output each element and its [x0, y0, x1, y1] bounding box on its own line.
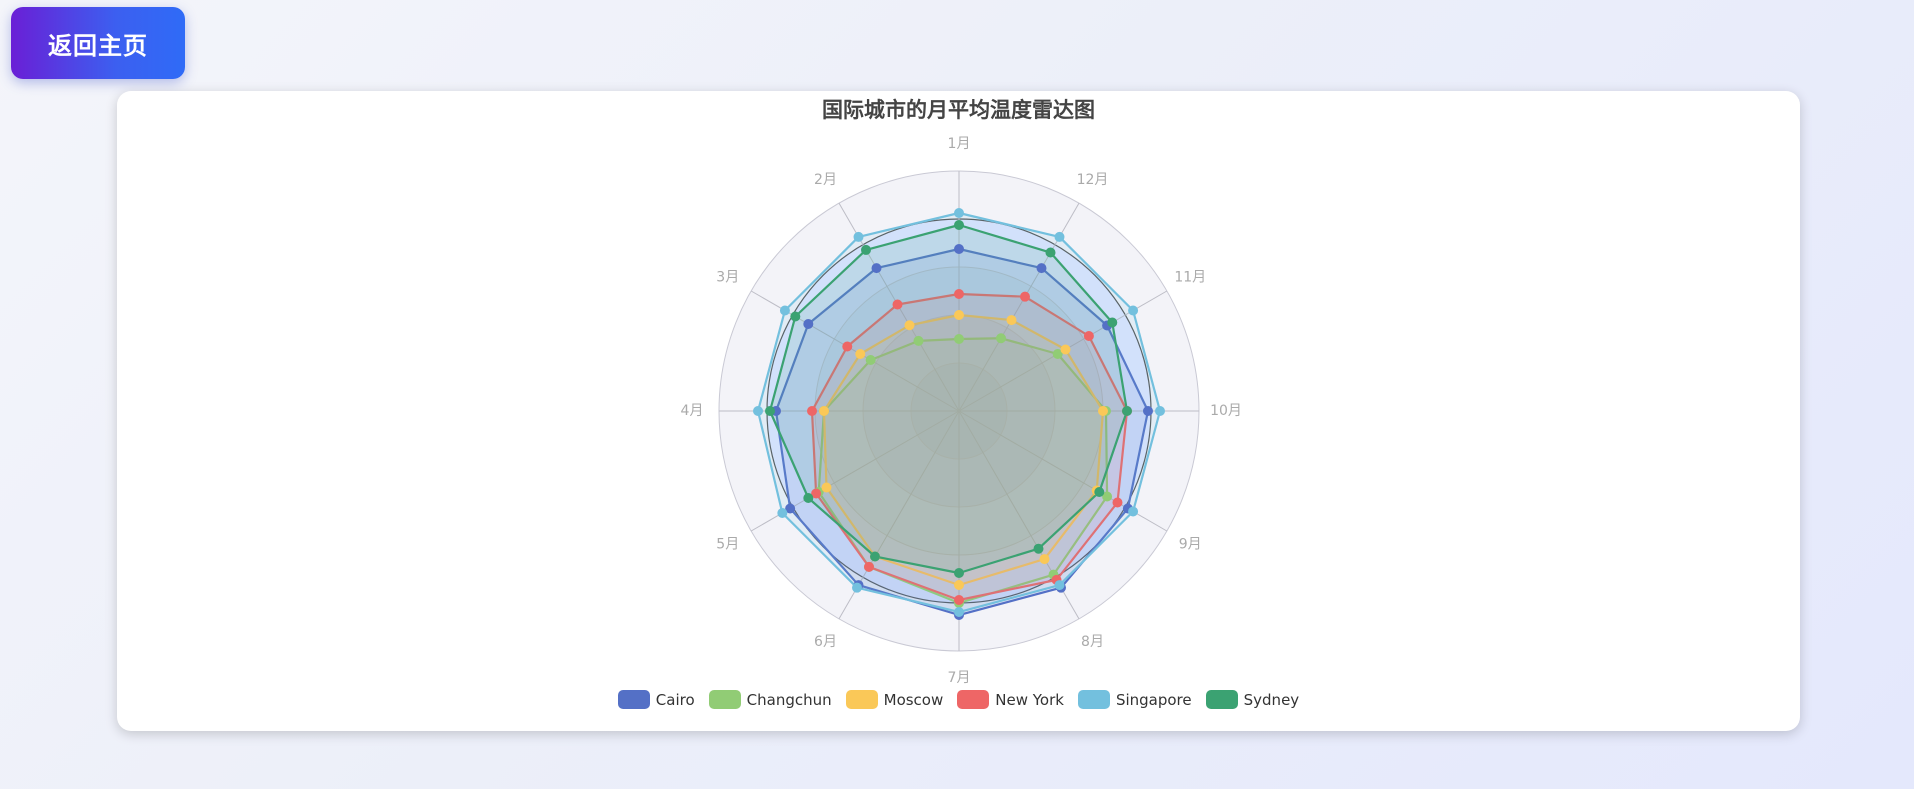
data-point-new-york	[1112, 497, 1123, 508]
chart-title: 国际城市的月平均温度雷达图	[822, 98, 1095, 122]
data-point-new-york	[954, 289, 964, 299]
legend-item-changchun[interactable]: Changchun	[708, 690, 832, 709]
legend-swatch	[617, 690, 650, 709]
data-point-sydney	[954, 220, 964, 230]
data-point-new-york	[1083, 331, 1094, 341]
data-point-new-york	[954, 595, 964, 605]
axis-label-0: 1月	[948, 136, 971, 152]
data-point-sydney	[870, 551, 880, 562]
data-point-new-york	[892, 299, 903, 310]
data-point-changchun	[913, 335, 924, 346]
legend-label: Singapore	[1115, 690, 1192, 709]
axis-label-10: 3月	[716, 270, 739, 286]
data-point-new-york	[1020, 291, 1030, 302]
data-point-cairo	[803, 319, 814, 329]
data-point-singapore	[853, 231, 864, 242]
data-point-sydney	[1033, 543, 1044, 554]
data-point-sydney	[1045, 247, 1056, 258]
data-point-sydney	[861, 244, 871, 255]
data-point-singapore	[1054, 231, 1065, 242]
data-point-singapore	[954, 208, 964, 218]
data-point-singapore	[753, 406, 763, 416]
legend-swatch	[957, 690, 990, 709]
legend-label: Moscow	[883, 690, 944, 709]
data-point-new-york	[842, 341, 853, 352]
axis-label-8: 5月	[716, 537, 739, 553]
legend-item-singapore[interactable]: Singapore	[1077, 690, 1192, 709]
data-point-moscow	[821, 482, 832, 493]
legend-item-new-york[interactable]: New York	[957, 690, 1064, 709]
data-point-sydney	[1107, 317, 1118, 328]
data-point-singapore	[1155, 406, 1165, 416]
legend-label: Changchun	[746, 690, 832, 709]
data-point-cairo	[1143, 406, 1153, 416]
data-point-changchun	[1102, 491, 1113, 502]
axis-label-3: 10月	[1210, 403, 1242, 419]
data-point-cairo	[785, 503, 796, 514]
chart-card: 国际城市的月平均温度雷达图 1月 12月 11月 10月 9月 8月 7月 6月 5月 4月 3月 2…	[117, 91, 1800, 731]
data-point-moscow	[1098, 406, 1108, 416]
data-point-singapore	[777, 508, 788, 518]
data-point-singapore	[779, 305, 790, 316]
axis-label-9: 4月	[681, 403, 704, 419]
legend-label: New York	[995, 690, 1064, 709]
legend: Cairo Changchun Moscow New York Singapore Syd…	[117, 690, 1800, 709]
data-point-moscow	[904, 320, 915, 331]
data-point-singapore	[852, 582, 862, 593]
data-point-sydney	[954, 568, 964, 578]
axis-label-11: 2月	[814, 172, 837, 188]
data-point-singapore	[1054, 580, 1065, 591]
data-point-sydney	[765, 406, 775, 416]
data-point-new-york	[864, 561, 874, 572]
data-point-changchun	[1052, 349, 1063, 359]
axis-label-6: 7月	[948, 670, 971, 686]
data-point-sydney	[803, 493, 814, 503]
data-point-cairo	[1036, 263, 1047, 274]
data-point-moscow	[954, 580, 964, 590]
legend-label: Sydney	[1243, 690, 1300, 709]
axis-label-2: 11月	[1174, 270, 1206, 286]
radar-chart: 1月 12月 11月 10月 9月 8月 7月 6月 5月 4月 3月 2月	[681, 136, 1242, 686]
data-point-new-york	[807, 406, 817, 416]
axis-label-4: 9月	[1179, 537, 1202, 553]
data-point-singapore	[954, 607, 964, 617]
legend-label: Cairo	[655, 690, 695, 709]
data-point-new-york	[811, 488, 822, 499]
legend-item-moscow[interactable]: Moscow	[845, 690, 944, 709]
legend-swatch	[845, 690, 878, 709]
data-point-moscow	[855, 349, 866, 359]
data-point-sydney	[1094, 487, 1105, 497]
data-point-sydney	[790, 311, 801, 322]
data-point-cairo	[871, 263, 882, 274]
data-point-moscow	[1060, 344, 1071, 355]
legend-swatch	[1077, 690, 1110, 709]
legend-swatch	[1205, 690, 1238, 709]
data-point-moscow	[1006, 315, 1017, 326]
axis-label-5: 8月	[1081, 634, 1104, 650]
data-point-moscow	[1039, 554, 1050, 565]
data-point-singapore	[1128, 305, 1139, 316]
data-point-moscow	[819, 406, 829, 416]
back-home-button[interactable]: 返回主页	[11, 7, 185, 79]
data-point-cairo	[954, 244, 964, 254]
data-point-moscow	[954, 310, 964, 320]
axis-label-1: 12月	[1077, 172, 1109, 188]
data-point-singapore	[1128, 506, 1139, 517]
legend-item-sydney[interactable]: Sydney	[1205, 690, 1300, 709]
legend-swatch	[708, 690, 741, 709]
data-point-sydney	[1122, 406, 1132, 416]
legend-item-cairo[interactable]: Cairo	[617, 690, 695, 709]
data-point-changchun	[865, 355, 876, 365]
data-point-changchun	[954, 334, 964, 344]
data-point-changchun	[996, 333, 1006, 344]
axis-label-7: 6月	[814, 634, 837, 650]
